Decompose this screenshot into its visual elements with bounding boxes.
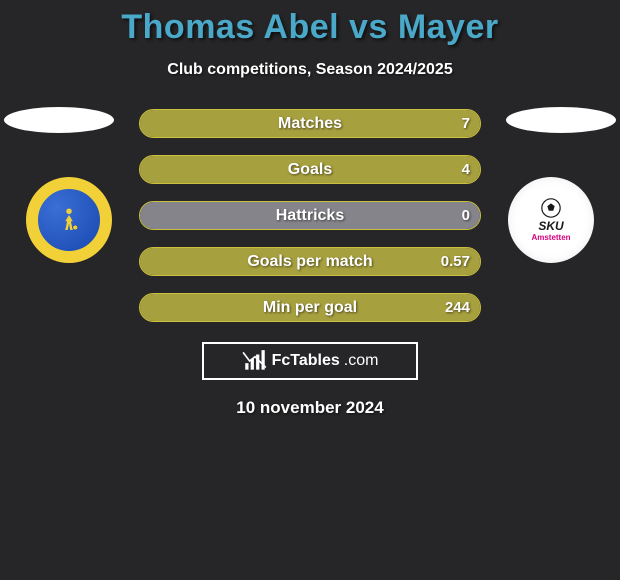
snapshot-date: 10 november 2024 (0, 398, 620, 418)
stat-value-right: 244 (445, 299, 470, 316)
stat-value-right: 0.57 (441, 253, 470, 270)
comparison-title: Thomas Abel vs Mayer (0, 0, 620, 47)
stat-bar: Goals per match0.57 (139, 247, 481, 276)
stat-label: Hattricks (140, 207, 480, 225)
player-left-marker (4, 107, 114, 133)
stat-label: Matches (140, 115, 480, 133)
stat-value-right: 0 (462, 207, 470, 224)
brand-name-strong: FcTables (272, 352, 340, 370)
club-badge-right: SKUAmstetten (508, 177, 594, 263)
stat-bars: Matches7Goals4Hattricks0Goals per match0… (139, 109, 481, 322)
soccer-player-icon (54, 205, 84, 235)
stat-bar: Goals4 (139, 155, 481, 184)
stat-value-right: 7 (462, 115, 470, 132)
soccer-ball-icon (540, 197, 562, 219)
bar-chart-icon (242, 350, 268, 372)
stat-bar: Matches7 (139, 109, 481, 138)
brand-badge: FcTables.com (202, 342, 418, 380)
stat-label: Goals per match (140, 253, 480, 271)
stat-label: Goals (140, 161, 480, 179)
comparison-body: SKUAmstetten Matches7 Goals4 Hattricks0 Goa… (0, 109, 620, 418)
stat-bar: Min per goal244 (139, 293, 481, 322)
comparison-subtitle: Club competitions, Season 2024/2025 (0, 61, 620, 79)
stat-label: Min per goal (140, 299, 480, 317)
brand-name-light: .com (344, 352, 379, 370)
stat-bar: Hattricks0 (139, 201, 481, 230)
club-badge-right-text: SKUAmstetten (531, 197, 570, 243)
club-badge-left (26, 177, 112, 263)
stat-value-right: 4 (462, 161, 470, 178)
player-right-marker (506, 107, 616, 133)
